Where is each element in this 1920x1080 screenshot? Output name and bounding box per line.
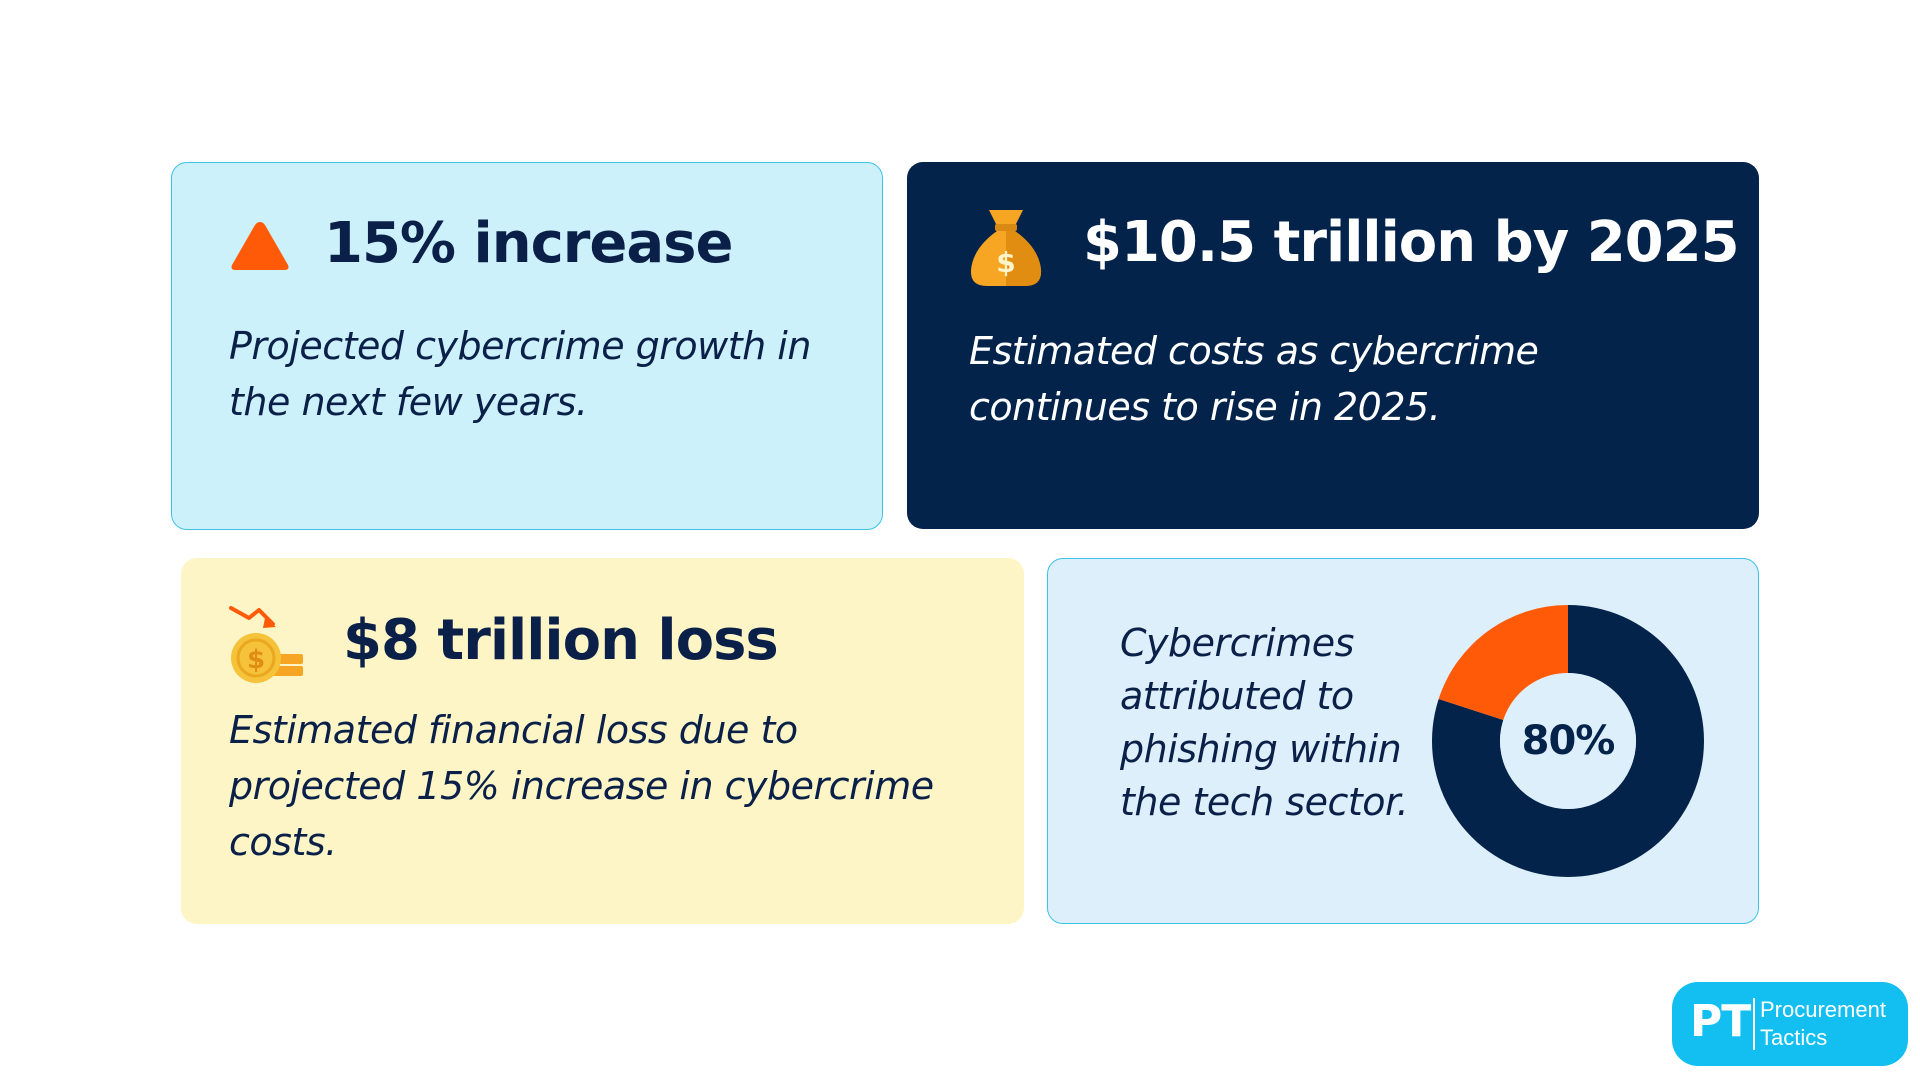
stat-card-growth: 15% increase Projected cybercrime growth… xyxy=(171,162,883,530)
stat-description-line: Cybercrimes xyxy=(1120,621,1354,665)
stat-description-line: the next few years. xyxy=(229,380,588,424)
stat-card-phishing: Cybercrimes attributed to phishing withi… xyxy=(1047,558,1759,924)
triangle-up-icon xyxy=(231,222,289,270)
donut-chart-svg xyxy=(1432,605,1704,877)
stat-description-line: phishing within xyxy=(1120,727,1402,771)
donut-slice-other xyxy=(1438,605,1568,720)
svg-text:$: $ xyxy=(247,645,265,675)
donut-hole xyxy=(1500,673,1636,809)
procurement-tactics-logo: PT Procurement Tactics xyxy=(1672,982,1908,1066)
stat-headline: $8 trillion loss xyxy=(343,608,779,673)
donut-center-label: 80% xyxy=(1521,718,1616,764)
stat-description-line: Estimated costs as cybercrime xyxy=(969,329,1539,373)
donut-chart: 80% xyxy=(1432,605,1704,877)
stat-description: Cybercrimes attributed to phishing withi… xyxy=(1120,617,1409,829)
stat-description-line: Estimated financial loss due to xyxy=(229,708,798,752)
stat-description-line: continues to rise in 2025. xyxy=(969,385,1441,429)
svg-text:$: $ xyxy=(996,246,1015,279)
stat-description: Projected cybercrime growth in the next … xyxy=(229,318,811,430)
coins-decline-icon: $ xyxy=(229,606,303,683)
stat-description-line: attributed to xyxy=(1120,674,1354,718)
logo-word-tactics: Tactics xyxy=(1760,1025,1828,1050)
stat-description-line: the tech sector. xyxy=(1120,780,1409,824)
logo-word-procurement: Procurement xyxy=(1760,997,1886,1022)
logo-initials: PT xyxy=(1690,996,1751,1047)
logo-divider xyxy=(1753,998,1755,1050)
stat-headline: 15% increase xyxy=(324,211,733,276)
stat-description-line: projected 15% increase in cybercrime xyxy=(229,764,934,808)
stat-description: Estimated costs as cybercrime continues … xyxy=(969,323,1539,435)
stat-description: Estimated financial loss due to projecte… xyxy=(229,702,934,870)
stat-headline: $10.5 trillion by 2025 xyxy=(1083,210,1740,275)
stat-card-loss: $ $8 trillion loss Estimated financial l… xyxy=(181,558,1024,924)
stat-description-line: costs. xyxy=(229,820,337,864)
money-bag-icon: $ xyxy=(970,210,1042,286)
stat-description-line: Projected cybercrime growth in xyxy=(229,324,811,368)
stat-card-cost: $ $10.5 trillion by 2025 Estimated costs… xyxy=(907,162,1759,529)
donut-slice-phishing xyxy=(1432,605,1704,877)
